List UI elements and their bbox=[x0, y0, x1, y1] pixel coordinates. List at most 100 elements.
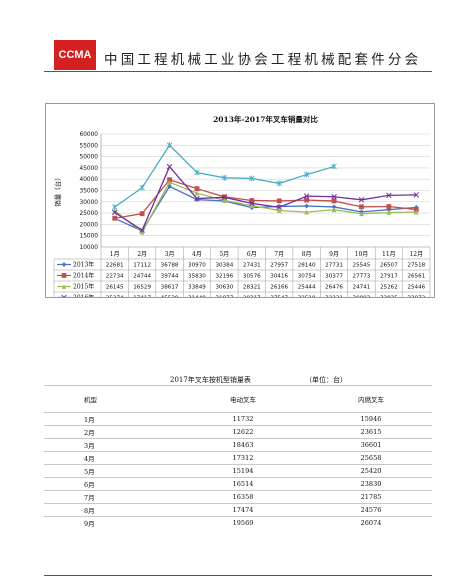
data-point bbox=[61, 284, 67, 289]
y-tick-label: 10000 bbox=[80, 245, 99, 251]
data-point bbox=[304, 197, 310, 203]
row-month: 4月 bbox=[44, 451, 176, 465]
y-tick-label: 30000 bbox=[80, 200, 99, 206]
data-point bbox=[331, 204, 337, 210]
footer-divider bbox=[44, 575, 432, 576]
table-header-row: 机型 电动叉车 内燃叉车 bbox=[44, 385, 432, 413]
data-point bbox=[331, 198, 337, 204]
data-point bbox=[276, 198, 282, 204]
y-tick-label: 35000 bbox=[80, 189, 99, 195]
data-label: 31448 bbox=[188, 296, 206, 297]
y-axis-label: 销量（台） bbox=[53, 174, 62, 207]
x-tick-label: 5月 bbox=[219, 251, 229, 258]
data-point bbox=[331, 207, 337, 213]
y-tick-label: 60000 bbox=[80, 132, 99, 138]
data-label: 31977 bbox=[215, 296, 233, 297]
row-ic: 21785 bbox=[310, 490, 432, 504]
data-point bbox=[249, 198, 255, 203]
x-tick-label: 2月 bbox=[137, 251, 147, 258]
data-point bbox=[359, 211, 364, 217]
data-label: 26476 bbox=[325, 285, 343, 291]
data-point bbox=[304, 203, 310, 209]
row-ic: 23615 bbox=[310, 425, 432, 439]
row-electric: 17312 bbox=[176, 451, 310, 465]
row-electric: 12622 bbox=[176, 425, 310, 439]
table-row: 7月 16358 21785 bbox=[44, 490, 432, 504]
data-label: 25545 bbox=[353, 263, 371, 269]
row-electric: 19569 bbox=[176, 516, 310, 529]
data-point bbox=[167, 184, 172, 189]
data-point bbox=[386, 210, 392, 215]
data-point bbox=[276, 208, 282, 213]
y-tick-label: 40000 bbox=[80, 177, 99, 183]
table-row: 1月 11732 15946 bbox=[44, 412, 432, 426]
x-tick-label: 1月 bbox=[110, 251, 120, 258]
data-label: 29317 bbox=[243, 296, 261, 297]
x-tick-label: 8月 bbox=[302, 251, 312, 258]
data-label: 30970 bbox=[188, 263, 206, 269]
row-month: 6月 bbox=[44, 477, 176, 491]
x-tick-label: 9月 bbox=[329, 251, 339, 258]
data-point bbox=[194, 195, 200, 202]
data-point bbox=[61, 294, 65, 297]
data-label: 30576 bbox=[243, 274, 261, 280]
y-tick-label: 55000 bbox=[80, 143, 99, 149]
row-ic: 36601 bbox=[310, 438, 432, 452]
data-label: 30893 bbox=[353, 296, 371, 297]
row-month: 2月 bbox=[44, 425, 176, 439]
data-label: 32196 bbox=[215, 274, 233, 280]
data-point bbox=[194, 190, 200, 196]
ccma-logo: CCMA bbox=[54, 40, 96, 70]
data-label: 39744 bbox=[161, 274, 179, 280]
data-point bbox=[61, 273, 67, 278]
chart-title: 2013年-2017年叉车销量对比 bbox=[213, 114, 318, 124]
data-label: 27917 bbox=[380, 274, 398, 280]
series-line-2014年 bbox=[114, 179, 417, 219]
data-label: 28140 bbox=[298, 263, 316, 269]
legend-label: 2014年 bbox=[73, 272, 94, 280]
data-label: 25262 bbox=[380, 285, 398, 291]
data-point bbox=[413, 207, 419, 212]
data-label: 27431 bbox=[243, 263, 261, 269]
data-point bbox=[112, 215, 118, 221]
data-label: 24741 bbox=[353, 285, 371, 291]
row-month: 9月 bbox=[44, 516, 176, 529]
data-label: 22734 bbox=[106, 274, 124, 280]
data-label: 25446 bbox=[407, 285, 425, 291]
data-point bbox=[413, 209, 419, 215]
x-tick-label: 4月 bbox=[192, 251, 202, 258]
data-point bbox=[167, 179, 172, 185]
table-title: 2017年叉车按机型销量表 bbox=[170, 376, 251, 384]
data-label: 27518 bbox=[407, 263, 425, 269]
data-label: 16529 bbox=[133, 285, 151, 291]
data-point bbox=[139, 229, 145, 235]
row-ic: 23830 bbox=[310, 477, 432, 491]
table-row: 8月 17474 24576 bbox=[44, 503, 432, 517]
table-row: 9月 19569 26074 bbox=[44, 516, 432, 529]
data-point bbox=[139, 227, 145, 233]
data-label: 25444 bbox=[298, 285, 316, 291]
y-tick-label: 20000 bbox=[80, 222, 99, 228]
data-label: 26561 bbox=[407, 274, 425, 280]
legend-label: 2015年 bbox=[73, 283, 94, 291]
data-label: 26166 bbox=[270, 285, 288, 291]
data-point bbox=[276, 204, 282, 211]
logo-text: CCMA bbox=[59, 49, 92, 61]
data-point bbox=[303, 193, 310, 199]
y-tick-label: 45000 bbox=[80, 166, 99, 172]
data-label: 17112 bbox=[133, 263, 151, 269]
series-line-2016年 bbox=[114, 165, 417, 232]
data-label: 45538 bbox=[161, 296, 179, 297]
data-point bbox=[167, 177, 172, 183]
header-type: 机型 bbox=[44, 385, 176, 413]
data-point bbox=[221, 194, 228, 201]
org-title: 中国工程机械工业协会工程机械配套件分会 bbox=[104, 52, 422, 68]
table-unit: （单位：台） bbox=[305, 376, 347, 384]
data-label: 30384 bbox=[215, 263, 233, 269]
data-point bbox=[221, 197, 227, 203]
data-point bbox=[413, 192, 420, 198]
table-row: 2月 12622 23615 bbox=[44, 425, 432, 439]
table-row: 3月 18463 36601 bbox=[44, 438, 432, 452]
data-point bbox=[249, 200, 255, 207]
